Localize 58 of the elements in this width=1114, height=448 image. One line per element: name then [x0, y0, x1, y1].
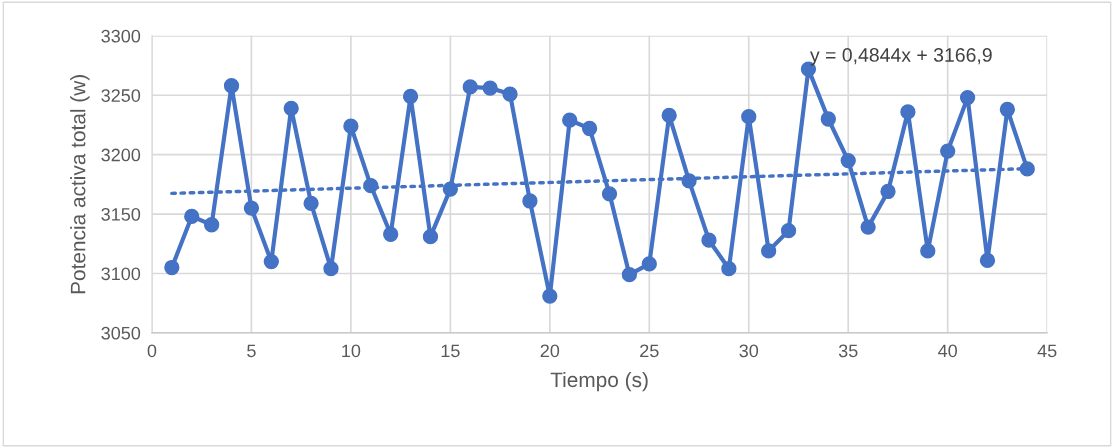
- x-tick-label: 10: [342, 344, 361, 358]
- x-tick-label: 40: [938, 344, 958, 358]
- y-tick-label: 3250: [101, 89, 141, 102]
- point: [243, 200, 260, 216]
- point: [820, 111, 836, 127]
- point: [502, 86, 518, 102]
- point: [283, 100, 299, 116]
- point: [701, 232, 717, 248]
- point: [661, 107, 677, 124]
- point: [184, 208, 200, 225]
- point: [462, 79, 478, 95]
- x-tick-label: 0: [147, 344, 157, 358]
- x-tick-label: 35: [838, 344, 858, 358]
- point: [999, 101, 1016, 118]
- point: [223, 78, 240, 94]
- point: [840, 152, 856, 169]
- point: [562, 112, 578, 128]
- x-tick-label: 15: [441, 344, 460, 358]
- point: [721, 261, 737, 277]
- point: [601, 186, 618, 202]
- x-tick-label: 5: [247, 344, 256, 358]
- point: [860, 219, 876, 235]
- point: [761, 243, 777, 259]
- x-tick-label: 30: [739, 344, 759, 358]
- point: [900, 104, 916, 120]
- point: [959, 89, 976, 106]
- y-axis-title: Potencia activa total (w): [70, 75, 90, 294]
- point: [422, 228, 439, 245]
- y-tick-label: 3300: [101, 29, 141, 43]
- point: [482, 80, 498, 96]
- point: [383, 226, 399, 242]
- point: [621, 267, 638, 283]
- point: [203, 217, 220, 233]
- x-tick-label: 20: [540, 344, 560, 358]
- point: [581, 120, 598, 137]
- y-tick-label: 3150: [101, 207, 141, 221]
- point: [920, 243, 936, 259]
- point: [979, 252, 996, 269]
- point: [522, 193, 538, 209]
- point: [303, 195, 319, 212]
- point: [741, 108, 757, 125]
- y-tick-label: 3200: [101, 148, 141, 162]
- point: [641, 256, 657, 272]
- x-axis-title: Tiempo (s): [550, 371, 648, 392]
- point: [164, 259, 180, 276]
- point: [780, 223, 797, 239]
- annotation: y = 0,4844x + 3166,9: [809, 48, 992, 66]
- point: [323, 261, 339, 277]
- x-tick-label: 25: [640, 344, 659, 358]
- point: [402, 88, 419, 105]
- point: [880, 183, 896, 200]
- point: [263, 253, 279, 270]
- point: [940, 143, 956, 159]
- x-tick-label: 45: [1037, 344, 1057, 358]
- y-tick-label: 3050: [101, 326, 141, 340]
- point: [343, 118, 359, 134]
- point: [542, 288, 558, 304]
- y-tick-label: 3100: [101, 267, 141, 281]
